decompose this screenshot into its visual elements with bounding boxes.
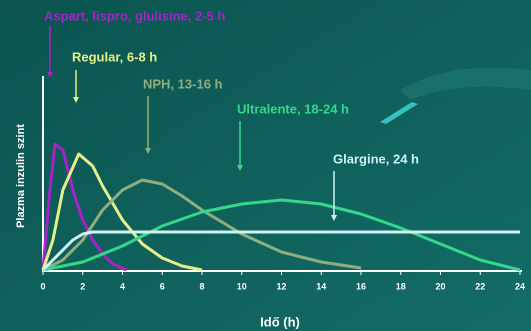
x-tick-label: 10: [237, 281, 247, 291]
series-label: Ultralente, 18-24 h: [237, 101, 349, 116]
y-axis-label: Plazma inzulin szint: [15, 124, 27, 228]
x-tick-label: 20: [435, 281, 445, 291]
x-tick-label: 4: [120, 281, 125, 291]
x-axis-label: Idő (h): [260, 314, 300, 329]
chart: Idő (h) Plazma inzulin szint 02468101214…: [0, 0, 531, 331]
series-label: Aspart, lispro, glulisine, 2-5 h: [44, 8, 225, 23]
series-label: Regular, 6-8 h: [72, 49, 157, 64]
x-tick-label: 6: [160, 281, 165, 291]
series-label: Glargine, 24 h: [333, 151, 419, 166]
x-tick-label: 2: [80, 281, 85, 291]
x-tick-label: 16: [356, 281, 366, 291]
x-tick-label: 22: [475, 281, 485, 291]
series-label: NPH, 13-16 h: [143, 76, 223, 91]
x-tick-label: 18: [396, 281, 406, 291]
x-tick-label: 14: [316, 281, 326, 291]
x-tick-label: 24: [515, 281, 525, 291]
x-tick-label: 0: [40, 281, 45, 291]
x-tick-label: 8: [199, 281, 204, 291]
x-tick-label: 12: [276, 281, 286, 291]
